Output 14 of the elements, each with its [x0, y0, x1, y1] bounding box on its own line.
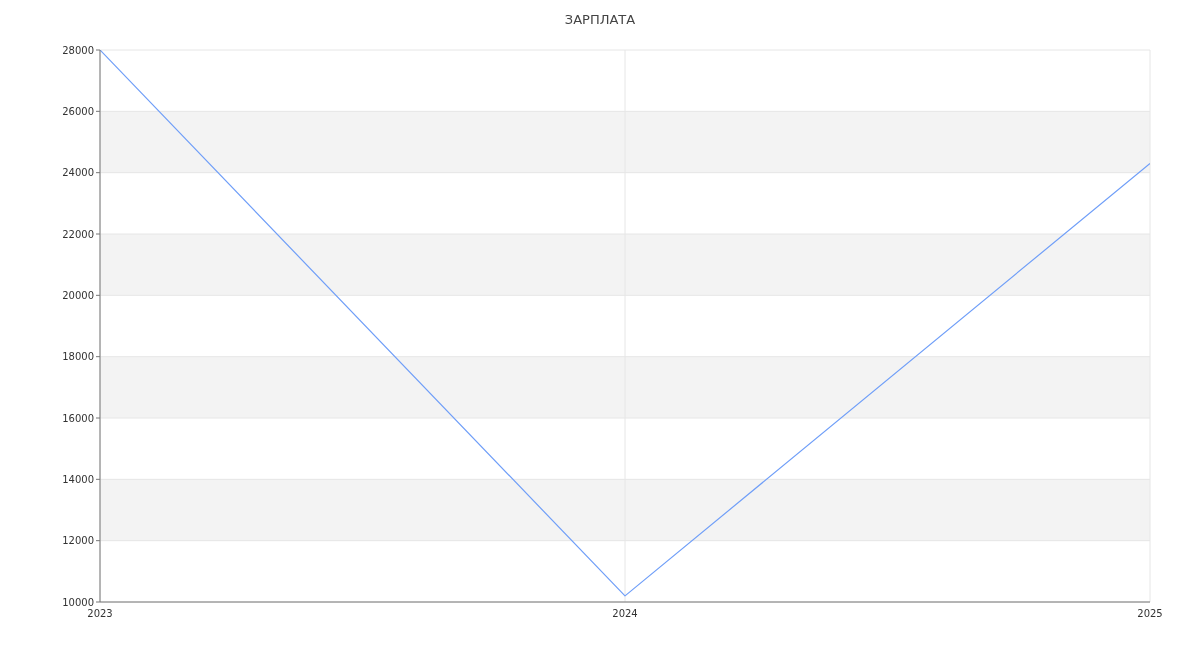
- y-tick-label: 28000: [62, 44, 94, 56]
- y-tick-label: 22000: [62, 228, 94, 240]
- y-tick-label: 14000: [62, 473, 94, 485]
- y-tick-label: 10000: [62, 596, 94, 608]
- x-tick-label: 2023: [87, 608, 113, 620]
- y-tick-label: 16000: [62, 412, 94, 424]
- y-tick-label: 18000: [62, 351, 94, 363]
- y-tick-label: 12000: [62, 535, 94, 547]
- y-tick-label: 26000: [62, 105, 94, 117]
- x-tick-label: 2025: [1137, 608, 1163, 620]
- chart-title: ЗАРПЛАТА: [563, 12, 637, 27]
- y-tick-label: 20000: [62, 289, 94, 301]
- x-tick-label: 2024: [612, 608, 638, 620]
- y-tick-label: 24000: [62, 167, 94, 179]
